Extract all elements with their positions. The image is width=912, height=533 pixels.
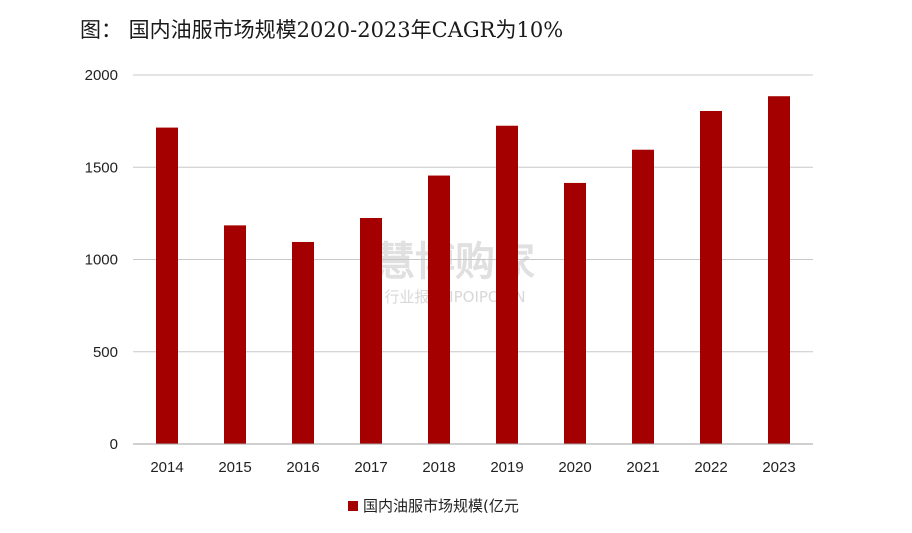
bar-2020 xyxy=(564,182,586,444)
x-tick-label: 2019 xyxy=(490,459,523,476)
bar-2019 xyxy=(496,125,518,445)
watermark-subtext: 行业报告 IPOIPO.CN xyxy=(384,288,525,306)
x-tick-label: 2016 xyxy=(286,459,319,476)
legend-label: 国内油服市场规模(亿元 xyxy=(363,497,519,515)
y-axis-tick-labels: 0 500 1000 1500 2000 xyxy=(85,67,118,453)
bar-2017 xyxy=(360,217,382,444)
x-tick-label: 2018 xyxy=(422,459,455,476)
gridlines xyxy=(133,74,813,353)
bar-2015 xyxy=(224,225,246,444)
bar-2023 xyxy=(768,96,790,444)
y-tick-label: 1500 xyxy=(85,159,118,176)
legend: 国内油服市场规模(亿元 xyxy=(348,497,519,515)
x-tick-label: 2017 xyxy=(354,459,387,476)
x-axis-tick-labels: 2014 2015 2016 2017 2018 2019 2020 2021 2022 2023 xyxy=(150,459,795,476)
bars xyxy=(156,96,790,445)
x-tick-label: 2021 xyxy=(626,459,659,476)
y-tick-label: 500 xyxy=(93,344,118,361)
x-tick-label: 2023 xyxy=(762,459,795,476)
bar-2016 xyxy=(292,241,314,444)
y-tick-label: 2000 xyxy=(85,67,118,84)
bar-2018 xyxy=(428,175,450,445)
bar-2014 xyxy=(156,127,178,445)
legend-swatch xyxy=(348,501,358,511)
x-tick-label: 2015 xyxy=(218,459,251,476)
x-tick-label: 2014 xyxy=(150,459,183,476)
x-tick-label: 2022 xyxy=(694,459,727,476)
x-tick-label: 2020 xyxy=(558,459,591,476)
y-tick-label: 0 xyxy=(110,436,118,453)
y-tick-label: 1000 xyxy=(85,252,118,269)
figure-title: 图： 国内油服市场规模2020-2023年CAGR为10% xyxy=(80,18,564,42)
bar-2021 xyxy=(632,149,654,444)
bar-2022 xyxy=(700,110,722,444)
